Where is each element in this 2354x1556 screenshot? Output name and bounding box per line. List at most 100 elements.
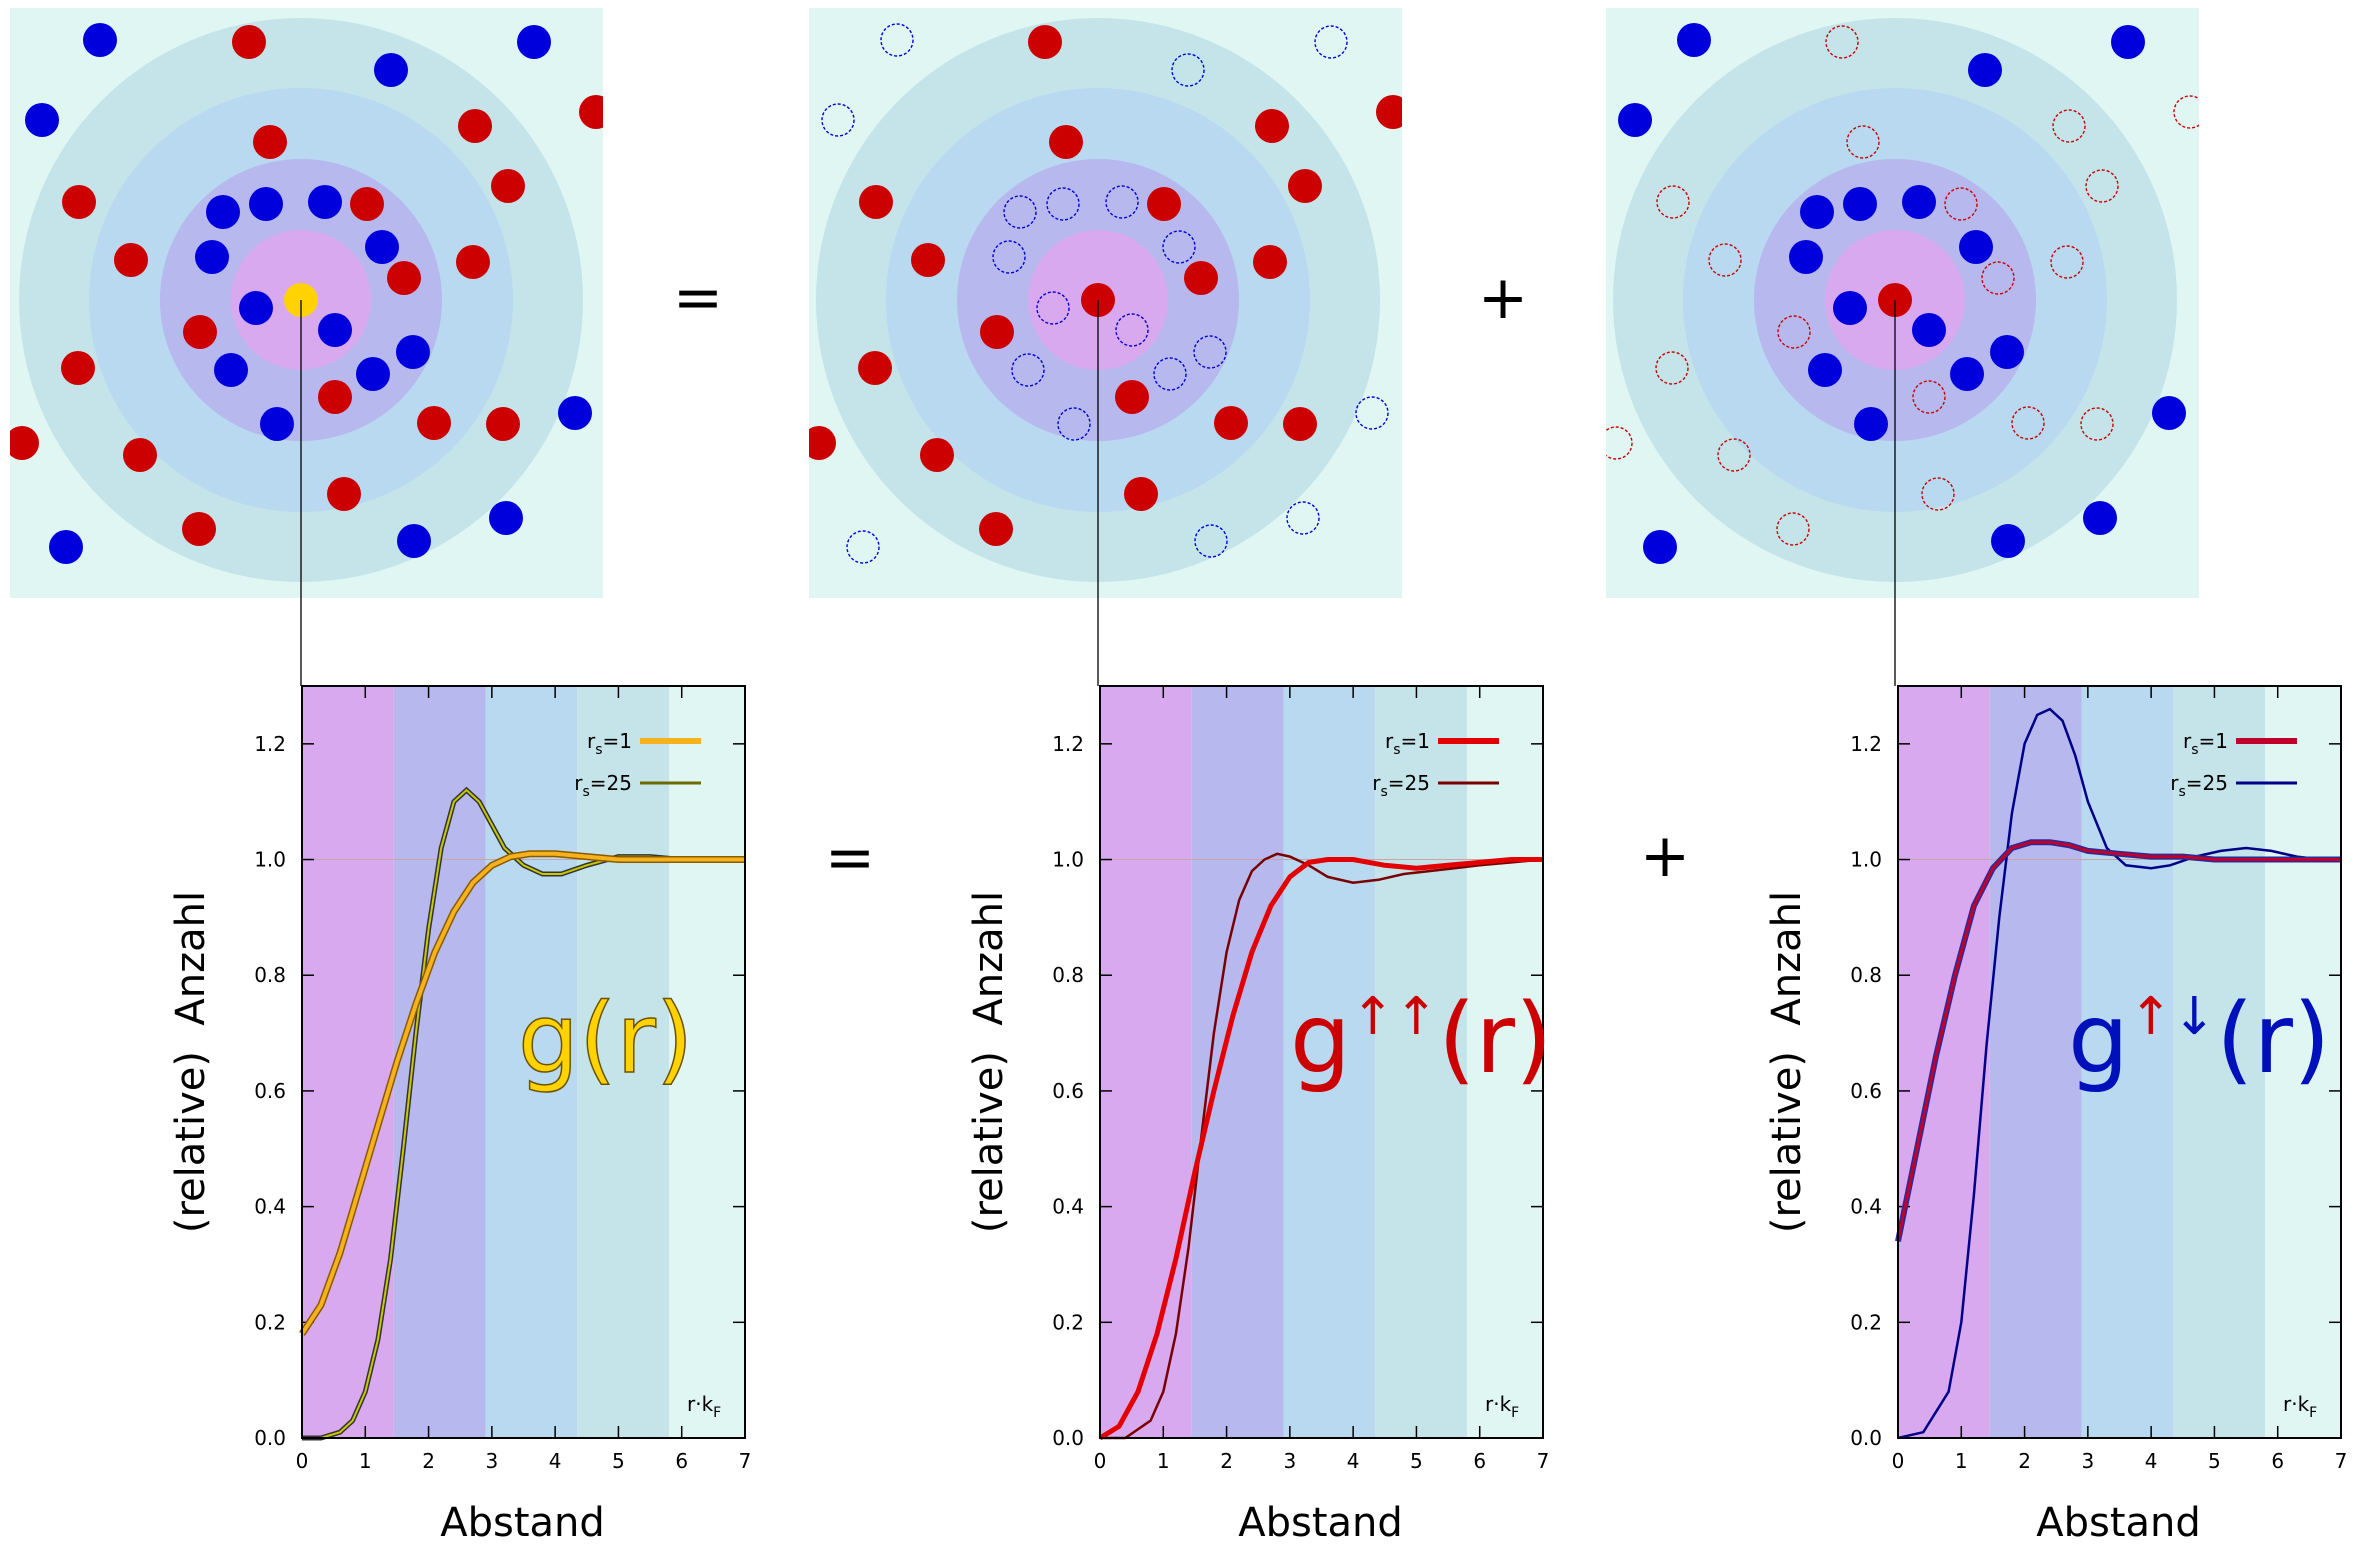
- spin-up-particle: [458, 109, 492, 143]
- x-tick-label: 2: [422, 1449, 435, 1473]
- y-tick-label: 0.6: [254, 1079, 286, 1103]
- spin-down-particle: [1789, 240, 1823, 274]
- y-tick-label: 0.8: [254, 963, 286, 987]
- function-label: g↑↑(r): [1290, 983, 1552, 1095]
- x-tick-label: 1: [1157, 1449, 1170, 1473]
- distance-band-1: [1100, 686, 1192, 1438]
- spin-down-particle: [1912, 313, 1946, 347]
- spin-up-particle: [318, 380, 352, 414]
- particle-snapshot-parallel-spin: [809, 8, 1402, 598]
- spin-down-particle: [1843, 187, 1877, 221]
- spin-up-particle: [809, 426, 836, 460]
- hidden-spin-down-particle: [1171, 53, 1205, 87]
- spin-up-particle: [858, 351, 892, 385]
- spin-up-particle: [579, 95, 603, 129]
- hidden-spin-up-particle: [1944, 187, 1978, 221]
- hidden-spin-down-particle: [1153, 357, 1187, 391]
- distance-band-2: [393, 686, 486, 1438]
- x-tick-label: 0: [296, 1449, 309, 1473]
- spin-up-particle: [1124, 477, 1158, 511]
- series-rs1-line: [1098, 857, 1543, 1441]
- spin-up-particle: [911, 243, 945, 277]
- spin-down-particle: [1968, 53, 2002, 87]
- y-tick-label: 0.2: [1850, 1310, 1882, 1334]
- hidden-spin-up-particle: [2080, 407, 2114, 441]
- hidden-spin-down-particle: [1046, 187, 1080, 221]
- x-tick-label: 1: [1955, 1449, 1968, 1473]
- spin-down-particle: [1800, 195, 1834, 229]
- spin-down-particle: [1808, 353, 1842, 387]
- spin-up-particle: [1184, 261, 1218, 295]
- spin-up-particle: [123, 438, 157, 472]
- spin-down-particle: [249, 187, 283, 221]
- spin-up-particle: [387, 261, 421, 295]
- spin-up-particle: [1115, 380, 1149, 414]
- legend-label-rs25: rs=25: [574, 771, 632, 800]
- hidden-spin-up-particle: [1776, 512, 1810, 546]
- x-tick-label: 5: [1410, 1449, 1423, 1473]
- x-tick-label: 5: [612, 1449, 625, 1473]
- hidden-spin-down-particle: [992, 240, 1026, 274]
- y-tick-label: 0.2: [1052, 1310, 1084, 1334]
- hidden-spin-down-particle: [846, 530, 880, 564]
- y-tick-label: 0.4: [1850, 1195, 1882, 1219]
- hidden-spin-up-particle: [1846, 125, 1880, 159]
- x-tick-label: 7: [1537, 1449, 1550, 1473]
- x-tick-label: 7: [739, 1449, 752, 1473]
- spin-up-particle: [350, 187, 384, 221]
- spin-down-particle: [1677, 23, 1711, 57]
- x-tick-label: 6: [2271, 1449, 2284, 1473]
- distance-band-3: [1283, 686, 1376, 1438]
- spin-down-particle: [1854, 407, 1888, 441]
- y-tick-label: 1.0: [1850, 848, 1882, 872]
- hidden-spin-down-particle: [1193, 335, 1227, 369]
- spin-down-particle: [558, 396, 592, 430]
- particle-snapshot-total: [10, 8, 603, 598]
- spin-up-particle: [486, 407, 520, 441]
- spin-up-particle: [1147, 187, 1181, 221]
- distance-band-4: [2173, 686, 2266, 1438]
- chart-total-g: 0.00.20.40.60.81.01.20 1 2 3 4 5 6 7rs=1rs=25r·…: [168, 685, 752, 1546]
- y-tick-label: 1.2: [1850, 732, 1882, 756]
- spin-down-particle: [489, 501, 523, 535]
- spin-down-particle: [1991, 524, 2025, 558]
- spin-up-particle: [232, 25, 266, 59]
- spin-down-particle: [517, 25, 551, 59]
- spin-up-particle: [1049, 125, 1083, 159]
- particle-snapshot-antiparallel-spin: [1606, 8, 2199, 598]
- hidden-spin-down-particle: [1036, 291, 1070, 325]
- hidden-spin-up-particle: [2085, 169, 2119, 203]
- y-tick-label: 1.0: [254, 848, 286, 872]
- spin-up-particle: [114, 243, 148, 277]
- distance-band-4: [1375, 686, 1468, 1438]
- x-tick-label: 2: [2018, 1449, 2031, 1473]
- spin-down-particle: [1950, 357, 1984, 391]
- distance-band-1: [1898, 686, 1990, 1438]
- spin-down-particle: [1833, 291, 1867, 325]
- spin-down-particle: [260, 407, 294, 441]
- spin-down-particle: [1990, 335, 2024, 369]
- hidden-spin-up-particle: [1717, 438, 1751, 472]
- spin-down-particle: [308, 185, 342, 219]
- spin-down-particle: [206, 195, 240, 229]
- hidden-spin-down-particle: [821, 103, 855, 137]
- spin-up-particle: [1253, 245, 1287, 279]
- hidden-spin-down-particle: [1011, 353, 1045, 387]
- hidden-spin-down-particle: [1314, 25, 1348, 59]
- hidden-spin-up-particle: [2011, 406, 2045, 440]
- hidden-spin-down-particle: [880, 23, 914, 57]
- x-axis-label: Abstand: [440, 1500, 605, 1546]
- x-tick-label: 3: [485, 1449, 498, 1473]
- hidden-spin-up-particle: [1825, 25, 1859, 59]
- spin-up-particle: [1376, 95, 1402, 129]
- x-tick-label: 5: [2208, 1449, 2221, 1473]
- y-tick-label: 0.8: [1850, 963, 1882, 987]
- hidden-spin-up-particle: [1912, 380, 1946, 414]
- y-tick-label: 1.0: [1052, 848, 1084, 872]
- spin-down-particle: [1643, 530, 1677, 564]
- y-axis-label: (relative) Anzahl: [168, 891, 214, 1233]
- equals-sign-bottom: =: [825, 823, 875, 893]
- x-tick-label: 4: [2145, 1449, 2158, 1473]
- spin-up-particle: [61, 351, 95, 385]
